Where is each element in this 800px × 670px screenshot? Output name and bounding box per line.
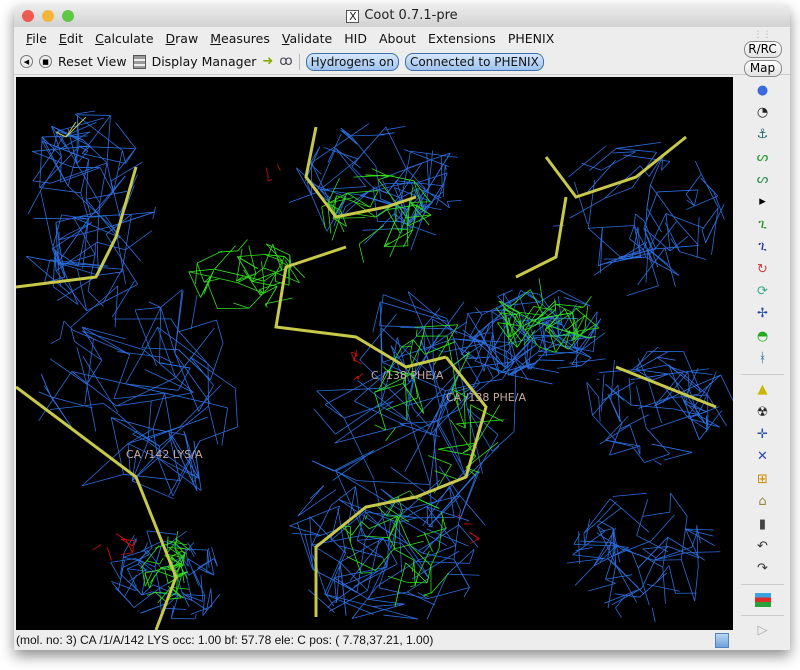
toolbar: ◀ ■ Reset View Display Manager ➜ ꝏ Hydro… [14, 49, 790, 75]
map-mesh-blue [552, 141, 725, 296]
regularize-icon[interactable]: ⚓ [756, 127, 769, 143]
graphics-canvas[interactable]: C /138 PHE/A CA /138 PHE/A CA /142 LYS/A [16, 77, 733, 630]
rrc-button[interactable]: R/RC [743, 41, 782, 58]
status-bar: (mol. no: 3) CA /1/A/142 LYS occ: 1.00 b… [16, 633, 434, 647]
menu-edit[interactable]: Edit [58, 30, 84, 46]
density-map-scene [16, 110, 733, 630]
menu-phenix[interactable]: PHENIX [507, 30, 555, 46]
map-mesh-red [457, 514, 480, 544]
rotamers-icon[interactable]: ጊ [758, 239, 767, 255]
bond-stick [515, 196, 568, 279]
back-icon[interactable]: ◀ [20, 55, 33, 68]
minimize-button[interactable] [42, 10, 54, 22]
separator [741, 373, 784, 375]
menu-extensions[interactable]: Extensions [427, 30, 496, 46]
side-chain-180-icon[interactable]: ◓ [756, 328, 769, 344]
add-atom-icon[interactable]: ✛ [757, 426, 768, 442]
hydrogens-toggle[interactable]: Hydrogens on [305, 52, 399, 71]
display-manager-button[interactable]: Display Manager [151, 54, 257, 69]
map-mesh-blue [289, 479, 480, 620]
auto-fit-rotamer-icon[interactable]: ጊ [758, 216, 767, 232]
bond-stick [314, 356, 488, 617]
flip-peptide-icon[interactable]: ✢ [757, 306, 768, 322]
map-mesh-green [188, 239, 306, 310]
bond-stick [304, 126, 417, 219]
map-mesh-red [92, 533, 135, 561]
display-manager-flag-icon[interactable] [754, 591, 772, 609]
torsion-general-icon[interactable]: ⟳ [757, 284, 768, 300]
menu-about[interactable]: About [378, 30, 416, 46]
phenix-connection-button[interactable]: Connected to PHENIX [404, 52, 544, 71]
map-mesh-green [340, 490, 450, 607]
redo-icon[interactable]: ↷ [757, 561, 768, 577]
map-mesh-red [350, 350, 364, 380]
menu-calculate[interactable]: Calculate [95, 30, 154, 46]
play-icon[interactable]: ▷ [757, 623, 768, 639]
bond-stick [16, 166, 138, 289]
add-alt-conf-icon[interactable]: ✕ [757, 449, 768, 465]
map-mesh-green [495, 278, 600, 353]
bond-stick [16, 385, 178, 630]
display-manager-icon[interactable] [132, 54, 146, 69]
map-mesh-green [374, 324, 505, 494]
zoom-button[interactable] [62, 10, 74, 22]
axes-indicator [65, 121, 77, 138]
grip-handle[interactable]: ⋮⋮ [753, 30, 772, 40]
delete-icon[interactable]: ▮ [758, 516, 767, 532]
stop-icon[interactable]: ■ [39, 55, 52, 68]
map-button[interactable]: Map [743, 60, 782, 77]
menu-validate[interactable]: Validate [281, 30, 333, 46]
menu-bar: File Edit Calculate Draw Measures Valida… [14, 27, 790, 49]
reset-view-button[interactable]: Reset View [58, 54, 127, 69]
map-mesh-green [321, 168, 432, 263]
map-mesh-blue [566, 492, 721, 623]
map-mesh-blue [26, 110, 156, 318]
go-to-atom-icon[interactable]: ➜ [262, 54, 274, 69]
window-title: Coot 0.7.1-pre [364, 8, 458, 23]
rigid-body-fit-icon[interactable]: ᔕ [756, 149, 769, 165]
separator [741, 614, 784, 616]
map-mesh-blue [459, 289, 606, 385]
map-mesh-blue [38, 285, 238, 500]
close-button[interactable] [22, 10, 34, 22]
bond-stick [544, 135, 687, 199]
menu-hid[interactable]: HID [344, 30, 367, 46]
atom-label-icon[interactable]: ꝏ [279, 54, 293, 69]
axes-indicator [65, 116, 87, 138]
map-mesh-blue [311, 291, 517, 549]
arrow-icon[interactable]: ▸ [759, 194, 766, 210]
rotate-translate-icon[interactable]: ● [756, 82, 769, 98]
bond-stick [615, 365, 717, 409]
status-indicator [715, 633, 729, 648]
coot-window: X Coot 0.7.1-pre File Edit Calculate Draw… [14, 5, 790, 650]
bond-stick [274, 245, 447, 369]
title-bar: X Coot 0.7.1-pre [14, 5, 790, 27]
map-mesh-red [265, 164, 281, 182]
atom-label: CA /142 LYS/A [126, 448, 203, 461]
add-terminal-residue-icon[interactable]: ▲ [757, 382, 768, 398]
menu-draw[interactable]: Draw [165, 30, 199, 46]
clear-pending-icon[interactable]: ⌂ [758, 494, 767, 510]
x11-icon: X [346, 9, 360, 23]
menu-file[interactable]: File [26, 30, 47, 46]
atom-label: CA /138 PHE/A [446, 391, 526, 404]
atom-label: C /138 PHE/A [371, 369, 444, 382]
mutate-auto-fit-icon[interactable]: ☢ [756, 404, 769, 420]
undo-icon[interactable]: ↶ [757, 538, 768, 554]
modelling-toolbar: ⋮⋮ R/RC Map ● ◔ ⚓ ᔕ ᔕ ▸ ጊ ጊ ↻ ⟳ ✢ ◓ ᚼ ▲ ☢ ✛ ✕ ⊞ ⌂ ▮ ↶ ↷ ▷ [735, 31, 790, 638]
menu-measures[interactable]: Measures [210, 30, 270, 46]
cis-trans-icon[interactable]: ᚼ [758, 351, 767, 367]
refine-zone-icon[interactable]: ◔ [756, 104, 769, 120]
real-space-refine-icon[interactable]: ᔕ [756, 172, 769, 188]
place-atom-icon[interactable]: ⊞ [757, 471, 768, 487]
edit-chi-angles-icon[interactable]: ↻ [757, 261, 768, 277]
separator [298, 53, 300, 70]
separator [741, 583, 784, 585]
axes-indicator [55, 131, 67, 138]
